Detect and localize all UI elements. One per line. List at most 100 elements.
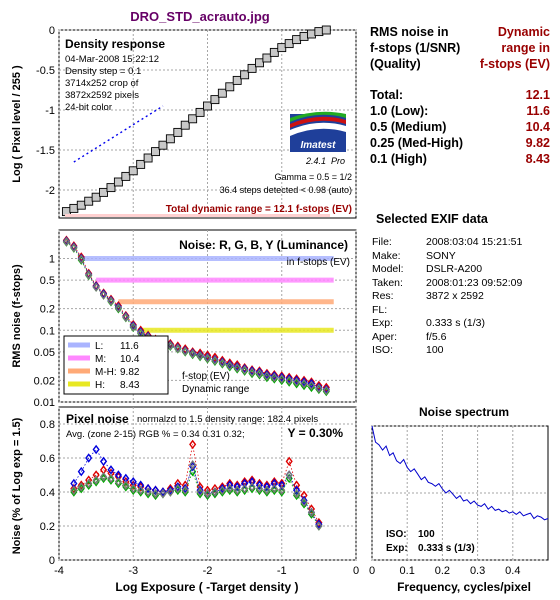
table-row-value: 11.6: [526, 103, 550, 119]
exif-label: Aper:: [372, 331, 397, 343]
density-point: [159, 141, 167, 149]
spectrum-exp-label: Exp:: [386, 543, 408, 554]
noise-legend-value: 11.6: [120, 341, 139, 352]
dr-header-2: range in: [501, 40, 550, 56]
table-row-label: 1.0 (Low):: [370, 103, 428, 119]
density-point: [152, 148, 160, 156]
exif-label: Make:: [372, 250, 401, 262]
noise-legend-dot: [77, 369, 81, 373]
exif-label: ISO:: [372, 344, 393, 356]
table-row-label: 0.25 (Med-High): [370, 135, 463, 151]
pixel-xlabel: Log Exposure ( -Target density ): [115, 580, 298, 594]
density-point: [189, 115, 197, 123]
density-info-line: Density step = 0.1: [65, 66, 141, 77]
noise-y-tick-label: 1: [49, 254, 55, 266]
exif-row: ISO: 100: [372, 344, 404, 358]
noise-legend-value: 10.4: [120, 354, 140, 365]
exif-row: FL:: [372, 304, 404, 318]
exif-label: Res:: [372, 290, 394, 302]
pixel-x-tick-label: -1: [277, 565, 287, 577]
rms-header-3: (Quality): [370, 56, 421, 72]
noise-y-tick-label: 0.01: [34, 397, 55, 409]
exif-value: SONY: [426, 250, 456, 264]
density-point: [285, 40, 293, 48]
density-point: [263, 54, 271, 62]
density-info-line: 24-bit color: [65, 102, 112, 113]
noise-legend-key: M:: [95, 354, 106, 365]
spectrum-iso-label: ISO:: [386, 529, 407, 540]
density-point: [70, 204, 78, 212]
table-row-label: 0.5 (Medium): [370, 119, 446, 135]
exif-title: Selected EXIF data: [376, 212, 488, 226]
density-point: [322, 26, 330, 34]
pixel-heading: Pixel noise: [66, 412, 129, 426]
noise-legend-value: 9.82: [120, 367, 140, 378]
page-title: DRO_STD_acrauto.jpg: [130, 9, 269, 24]
pixel-x-tick-label: -2: [203, 565, 213, 577]
exif-row: File: 2008:03:04 15:21:51: [372, 236, 404, 250]
pixel-avg: Avg. (zone 2-15) RGB % = 0.34 0.31 0.32;: [66, 429, 245, 440]
imatest-logo-text: Imatest: [300, 140, 336, 151]
exif-value: f/5.6: [426, 331, 446, 345]
pixel-y-value: Y = 0.30%: [288, 426, 344, 440]
pixel-noise-panel: 0 0.2 0.4 0.6 0.8 -4 -3 -2 -1 0 Pixel noise norm…: [11, 407, 359, 594]
density-point: [300, 32, 308, 40]
pixel-y-tick-label: 0.4: [40, 487, 55, 499]
imatest-logo: Imatest: [290, 112, 346, 152]
density-point: [196, 108, 204, 116]
density-point: [293, 36, 301, 44]
noise-note-fstop: f-stop (EV): [182, 371, 230, 382]
exif-value: 100: [426, 344, 444, 358]
exif-label: FL:: [372, 304, 387, 316]
density-point: [144, 154, 152, 162]
exif-block: File: 2008:03:04 15:21:51 Make: SONY Model…: [372, 236, 404, 358]
density-point: [241, 71, 249, 79]
table-row-label: 0.1 (High): [370, 151, 427, 167]
density-point: [92, 193, 100, 201]
total-dr-text: Total dynamic range = 12.1 f-stops (EV): [166, 204, 352, 215]
pixel-x-tick-label: 0: [353, 565, 359, 577]
noise-y-ticks: 10.50.20.10.050.020.01: [34, 254, 55, 409]
exif-label: Taken:: [372, 277, 403, 289]
density-point: [166, 135, 174, 143]
spectrum-x-tick-label: 0.1: [400, 565, 415, 577]
rms-dr-table: RMS noise in f-stops (1/SNR) (Quality) D…: [370, 24, 550, 184]
density-point: [226, 83, 234, 91]
pixel-y-tick-label: 0.2: [40, 521, 55, 533]
density-heading: Density response: [65, 37, 165, 51]
spectrum-x-tick-label: 0.2: [435, 565, 450, 577]
density-point: [107, 184, 115, 192]
exif-label: Exp:: [372, 317, 393, 329]
noise-y-tick-label: 0.2: [40, 304, 55, 316]
exif-value: 2008:01:23 09:52:09: [426, 277, 522, 291]
density-y-tick-label: 0: [49, 25, 55, 37]
spectrum-exp: Exp: 0.333 s (1/3): [386, 543, 475, 554]
pixel-ylabel: Noise (% of Log exp = 1.5): [11, 417, 23, 554]
table-row-value: 10.4: [526, 119, 550, 135]
density-point: [315, 28, 323, 36]
noise-legend-dot: [77, 343, 81, 347]
steps-text: 36.4 steps detected < 0.98 (auto): [220, 185, 352, 195]
table-row-value: 12.1: [526, 87, 550, 103]
noise-legend-key: M-H:: [95, 367, 117, 378]
version-text: 2.4.1 Pro: [305, 156, 345, 166]
table-row-value: 9.82: [526, 135, 550, 151]
rms-header-1: RMS noise in: [370, 24, 448, 40]
noise-legend-key: H:: [95, 380, 105, 391]
density-point: [100, 188, 108, 196]
rms-header-2: f-stops (1/SNR): [370, 40, 460, 56]
density-y-tick-label: -1.5: [36, 145, 55, 157]
pixel-x-tick-label: -3: [128, 565, 138, 577]
pixel-y-tick-label: 0.8: [40, 419, 55, 431]
density-point: [248, 64, 256, 72]
noise-y-tick-label: 0.05: [34, 347, 55, 359]
density-y-tick-label: -1: [45, 105, 55, 117]
spectrum-exp-value: 0.333 s (1/3): [418, 543, 475, 554]
rms-noise-panel: 10.50.20.10.050.020.01 Noise: R, G, B, Y…: [11, 230, 356, 409]
density-point: [174, 128, 182, 136]
density-point: [270, 48, 278, 56]
density-point: [122, 172, 130, 180]
version-number: 2.4.1: [305, 156, 326, 166]
spectrum-title: Noise spectrum: [419, 405, 509, 419]
